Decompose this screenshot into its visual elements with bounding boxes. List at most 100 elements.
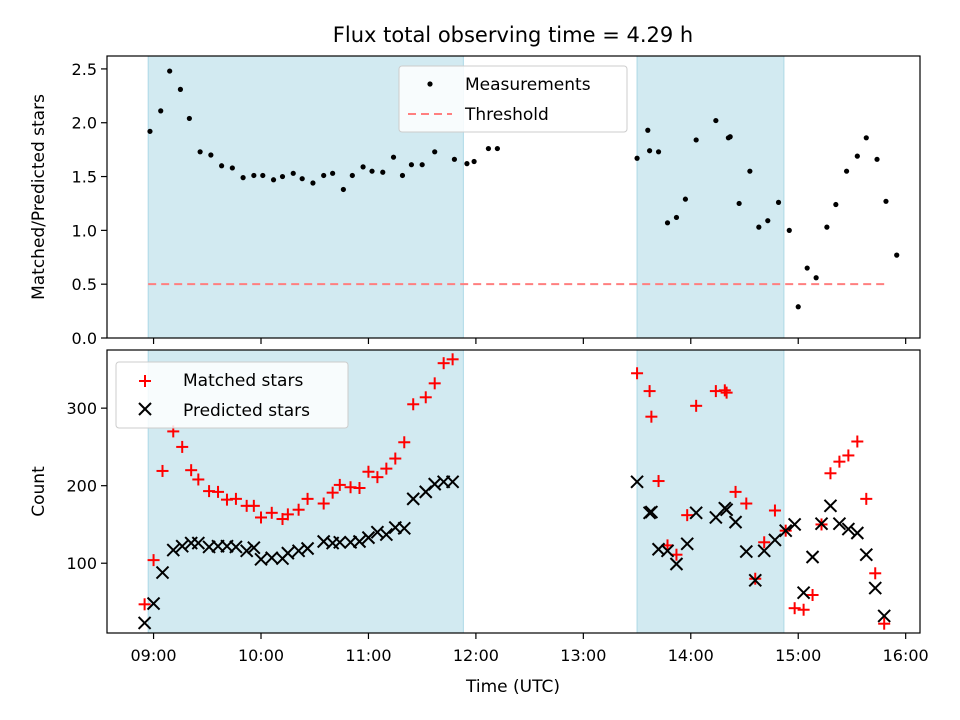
top-y-axis-label: Matched/Predicted stars xyxy=(29,94,49,300)
predicted-star-marker xyxy=(333,535,347,549)
shaded-interval-2 xyxy=(636,349,785,634)
measurement-point xyxy=(380,169,386,175)
predicted-star-marker xyxy=(166,543,180,557)
matched-star-marker xyxy=(229,492,242,505)
x-tick-label: 14:00 xyxy=(668,646,714,665)
matched-star-marker xyxy=(419,391,432,404)
measurement-point xyxy=(279,173,286,180)
y-tick-label: 300 xyxy=(66,399,97,418)
predicted-star-marker xyxy=(445,475,460,489)
predicted-star-marker xyxy=(175,539,189,553)
measurement-point xyxy=(321,172,327,179)
matched-star-marker xyxy=(371,471,384,484)
top-legend: Measurements Threshold xyxy=(398,65,628,133)
matched-star-marker xyxy=(192,473,205,486)
matched-star-marker xyxy=(428,377,441,390)
measurement-point xyxy=(369,168,375,174)
matched-star-marker xyxy=(869,567,882,580)
matched-star-marker xyxy=(353,482,366,495)
y-tick-label: 100 xyxy=(66,554,97,573)
matched-star-marker xyxy=(389,452,402,465)
measurement-point xyxy=(330,170,336,176)
predicted-star-marker xyxy=(660,544,675,558)
matched-star-markers xyxy=(138,353,891,630)
matched-star-marker xyxy=(156,464,169,477)
y-tick-label: 0.5 xyxy=(72,275,97,294)
measurement-point xyxy=(494,145,500,152)
measurement-point xyxy=(340,186,346,193)
x-tick-label: 11:00 xyxy=(345,646,391,665)
x-tick-label: 13:00 xyxy=(560,646,606,665)
predicted-star-marker xyxy=(254,552,268,567)
measurement-point xyxy=(747,168,753,174)
measurement-point xyxy=(208,152,214,158)
predicted-star-marker xyxy=(859,547,873,562)
top-y-axis-ticks: 0.0 0.5 1.0 1.5 2.0 2.5 xyxy=(72,60,107,348)
measurement-point xyxy=(655,149,662,155)
predicted-star-marker xyxy=(689,506,703,520)
matched-star-marker xyxy=(138,598,151,611)
measurement-point xyxy=(786,227,792,233)
matched-star-marker xyxy=(797,603,810,616)
legend-threshold-label: Threshold xyxy=(464,105,549,125)
predicted-star-marker xyxy=(796,585,811,600)
measurement-points xyxy=(147,68,900,310)
y-tick-label: 0.0 xyxy=(72,329,97,348)
legend-matched-label: Matched stars xyxy=(183,371,303,391)
predicted-star-marker xyxy=(191,536,206,550)
predicted-star-marker xyxy=(757,544,771,558)
predicted-star-marker xyxy=(728,515,743,529)
x-tick-label: 15:00 xyxy=(775,646,821,665)
predicted-star-marker xyxy=(877,609,891,623)
predicted-star-marker xyxy=(832,516,847,531)
predicted-star-marker xyxy=(680,537,694,551)
legend-predicted-marker xyxy=(138,402,152,416)
measurement-point xyxy=(299,176,305,182)
measurement-point xyxy=(833,201,839,208)
matched-star-marker xyxy=(851,435,864,448)
chart-title: Flux total observing time = 4.29 h xyxy=(333,23,693,47)
bottom-axes-frame xyxy=(106,349,921,634)
matched-star-marker xyxy=(842,449,855,462)
matched-star-marker xyxy=(768,504,781,517)
matched-star-marker xyxy=(652,475,665,488)
predicted-star-marker xyxy=(379,527,394,542)
matched-star-marker xyxy=(362,465,375,478)
predicted-star-marker xyxy=(247,541,261,555)
measurement-point xyxy=(804,265,810,271)
y-tick-label: 2.0 xyxy=(72,114,97,133)
top-legend-box xyxy=(398,65,628,133)
predicted-star-marker xyxy=(630,475,644,489)
x-tick-label: 12:00 xyxy=(453,646,499,665)
legend-measurements-label: Measurements xyxy=(465,75,591,95)
predicted-star-marker xyxy=(265,551,279,565)
measurement-point xyxy=(765,218,771,224)
matched-star-marker xyxy=(720,386,733,399)
matched-star-marker xyxy=(806,589,819,602)
matched-star-marker xyxy=(878,617,891,630)
measurement-point xyxy=(177,86,184,92)
measurement-point xyxy=(360,164,366,170)
measurement-point xyxy=(727,134,733,140)
measurement-point xyxy=(390,154,397,160)
legend-predicted-label: Predicted stars xyxy=(183,401,310,421)
measurement-point xyxy=(894,252,900,258)
matched-star-marker xyxy=(281,508,294,521)
predicted-star-marker xyxy=(146,596,161,611)
measurement-point xyxy=(186,115,192,122)
predicted-star-marker xyxy=(239,544,254,558)
measurement-point xyxy=(229,165,235,171)
matched-star-marker xyxy=(681,509,694,522)
matched-star-marker xyxy=(643,385,656,398)
x-tick-label: 16:00 xyxy=(883,646,929,665)
measurement-point xyxy=(843,168,850,174)
measurement-point xyxy=(646,148,653,154)
predicted-star-marker xyxy=(155,565,170,580)
matched-star-marker xyxy=(645,410,658,423)
matched-star-marker xyxy=(407,398,420,411)
matched-star-marker xyxy=(380,462,393,475)
measurement-point xyxy=(471,158,477,165)
predicted-star-marker xyxy=(300,541,315,556)
predicted-star-marker xyxy=(281,546,295,560)
